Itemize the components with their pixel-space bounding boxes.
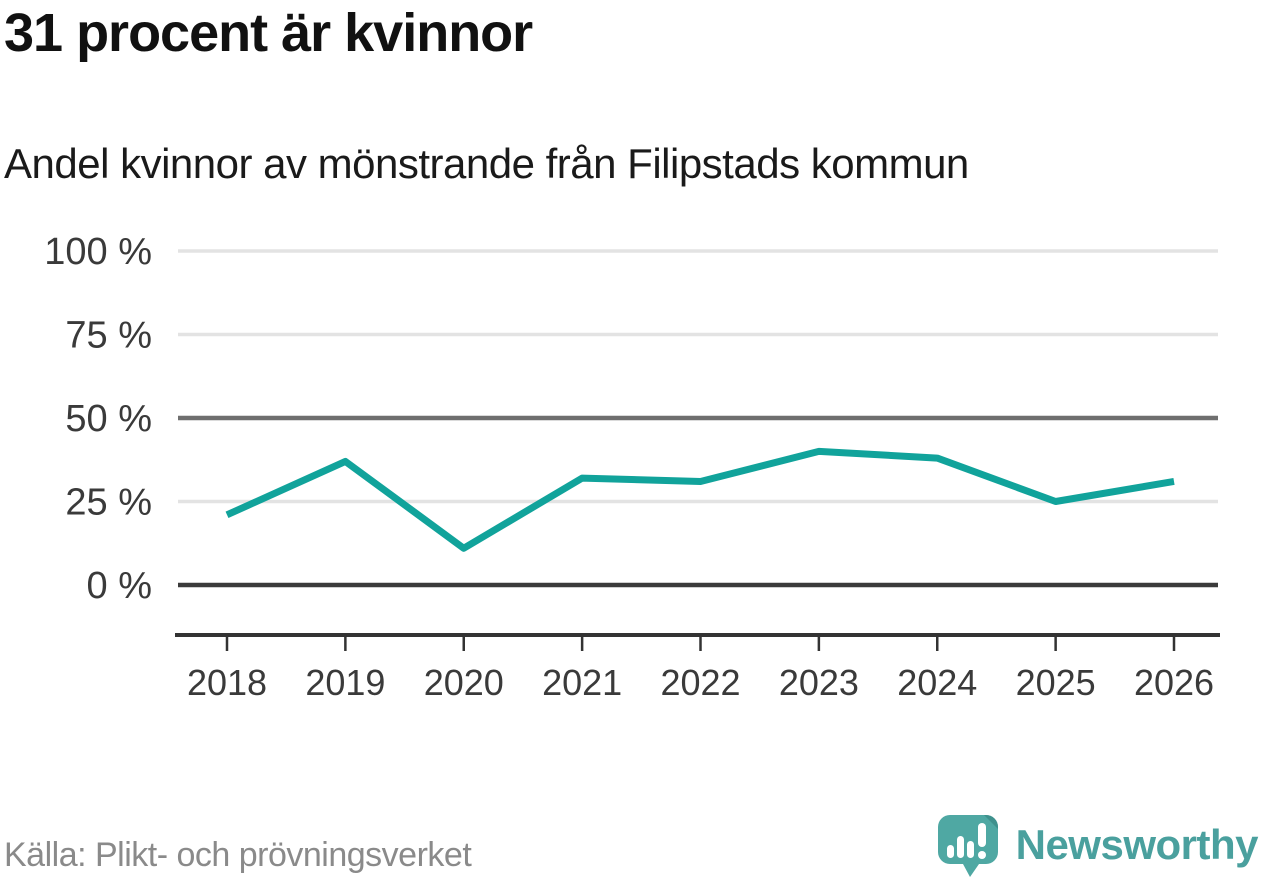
x-axis-tick-label: 2021 bbox=[542, 662, 622, 703]
x-axis-tick-label: 2022 bbox=[660, 662, 740, 703]
logo-fold bbox=[983, 814, 998, 829]
y-axis-tick-label: 100 % bbox=[44, 231, 152, 273]
y-axis-tick-label: 75 % bbox=[65, 315, 152, 357]
newsworthy-logo-icon bbox=[937, 814, 998, 877]
x-axis-tick-label: 2025 bbox=[1016, 662, 1096, 703]
y-axis-tick-label: 50 % bbox=[65, 398, 152, 440]
y-axis-tick-label: 0 % bbox=[87, 565, 152, 607]
chart-subtitle: Andel kvinnor av mönstrande från Filipst… bbox=[4, 140, 969, 187]
x-axis-tick-label: 2023 bbox=[779, 662, 859, 703]
x-axis-tick-label: 2020 bbox=[424, 662, 504, 703]
chart-title: 31 procent är kvinnor bbox=[4, 3, 533, 63]
y-axis-tick-label: 25 % bbox=[65, 482, 152, 524]
brand-lockup: Newsworthy bbox=[934, 810, 1262, 879]
x-axis-tick-label: 2026 bbox=[1134, 662, 1214, 703]
x-axis-tick-label: 2019 bbox=[305, 662, 385, 703]
source-text: Källa: Plikt- och prövningsverket bbox=[4, 836, 472, 874]
data-line bbox=[225, 447, 1175, 552]
x-axis-tick-label: 2024 bbox=[897, 662, 977, 703]
x-axis-tick-label: 2018 bbox=[187, 662, 267, 703]
brand-name: Newsworthy bbox=[1015, 820, 1259, 868]
